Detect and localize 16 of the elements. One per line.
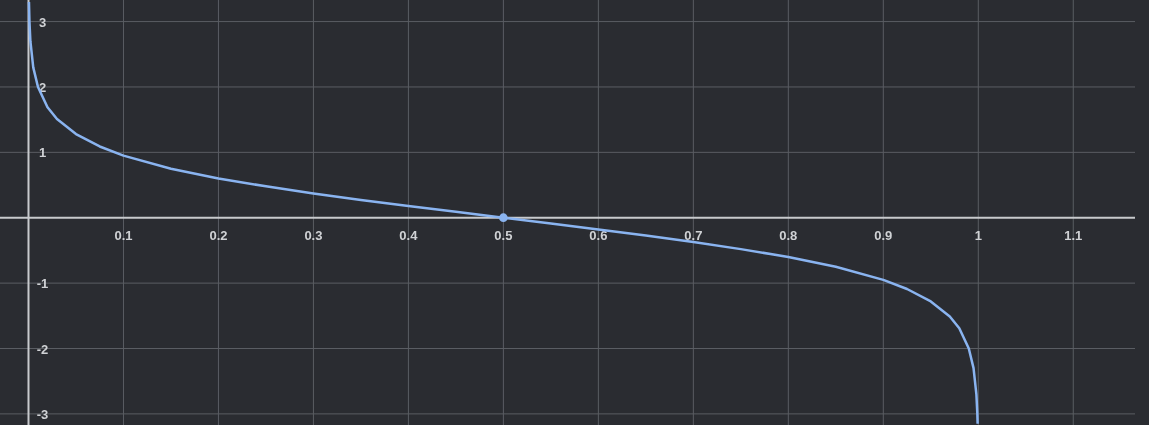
x-tick-label: 1.1 bbox=[1064, 227, 1083, 243]
x-tick-label: 1 bbox=[974, 227, 982, 243]
x-tick-label: 0.3 bbox=[304, 227, 323, 243]
y-tick-label: 1 bbox=[38, 145, 47, 161]
x-tick-label: 0.7 bbox=[684, 227, 703, 243]
y-tick-label: -3 bbox=[36, 406, 49, 422]
y-tick-label: 3 bbox=[38, 14, 47, 30]
x-tick-label: 0.5 bbox=[494, 227, 513, 243]
x-tick-label: 0.6 bbox=[589, 227, 608, 243]
x-tick-label: 0.8 bbox=[779, 227, 798, 243]
y-tick-label: -2 bbox=[36, 341, 49, 357]
y-tick-label: -1 bbox=[36, 276, 49, 292]
x-tick-label: 0.9 bbox=[874, 227, 893, 243]
x-tick-label: 0.4 bbox=[399, 227, 419, 243]
x-tick-label: 0.1 bbox=[114, 227, 133, 243]
x-tick-label: 0.2 bbox=[209, 227, 228, 243]
